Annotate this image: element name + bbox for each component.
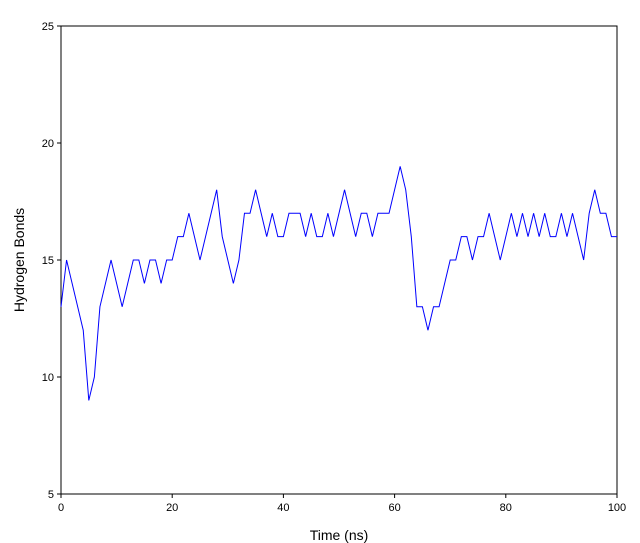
y-axis-label: Hydrogen Bonds bbox=[11, 208, 27, 312]
x-tick-label: 20 bbox=[166, 502, 178, 514]
y-tick-label: 25 bbox=[42, 21, 54, 33]
plot-area bbox=[60, 25, 618, 495]
y-axis-ticks: 5 10 15 20 25 bbox=[42, 21, 61, 501]
y-tick-label: 15 bbox=[42, 255, 54, 267]
series-line bbox=[60, 166, 617, 401]
x-axis-ticks: 0 20 40 60 80 100 bbox=[58, 494, 626, 514]
x-tick-label: 100 bbox=[608, 502, 626, 514]
x-tick-label: 40 bbox=[277, 502, 289, 514]
y-tick-label: 20 bbox=[42, 138, 54, 150]
y-tick-label: 5 bbox=[48, 489, 54, 501]
x-axis-label: Time (ns) bbox=[310, 527, 369, 543]
x-tick-label: 0 bbox=[58, 502, 64, 514]
y-tick-label: 10 bbox=[42, 372, 54, 384]
x-tick-label: 60 bbox=[388, 502, 400, 514]
x-tick-label: 80 bbox=[500, 502, 512, 514]
